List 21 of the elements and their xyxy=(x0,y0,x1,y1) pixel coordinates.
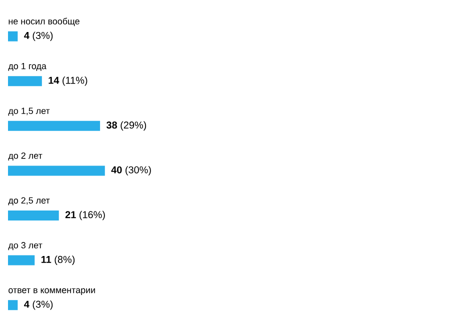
y-tick-label: до 2,5 лет xyxy=(8,197,50,206)
data-label: 4 (3%) xyxy=(24,32,53,41)
bar xyxy=(8,31,18,42)
bar xyxy=(8,120,100,131)
bar xyxy=(8,210,59,221)
data-label: 40 (30%) xyxy=(111,166,151,176)
y-tick-label: до 1 года xyxy=(8,62,46,71)
data-label: 38 (29%) xyxy=(106,121,146,131)
y-tick-label: до 1,5 лет xyxy=(8,108,50,116)
y-tick-label: до 3 лет xyxy=(8,242,42,250)
data-label: 14 (11%) xyxy=(48,76,88,86)
y-tick-label: ответ в комментарии xyxy=(8,288,95,295)
y-tick-label: до 2 лет xyxy=(8,152,42,160)
data-label: 11 (8%) xyxy=(41,256,75,265)
data-label: 21 (16%) xyxy=(65,210,105,220)
y-tick-label: не носил вообще xyxy=(8,18,80,26)
bar xyxy=(8,255,35,266)
bar xyxy=(8,166,105,176)
bar xyxy=(8,76,42,86)
data-label: 4 (3%) xyxy=(24,300,53,310)
bar xyxy=(8,300,18,310)
